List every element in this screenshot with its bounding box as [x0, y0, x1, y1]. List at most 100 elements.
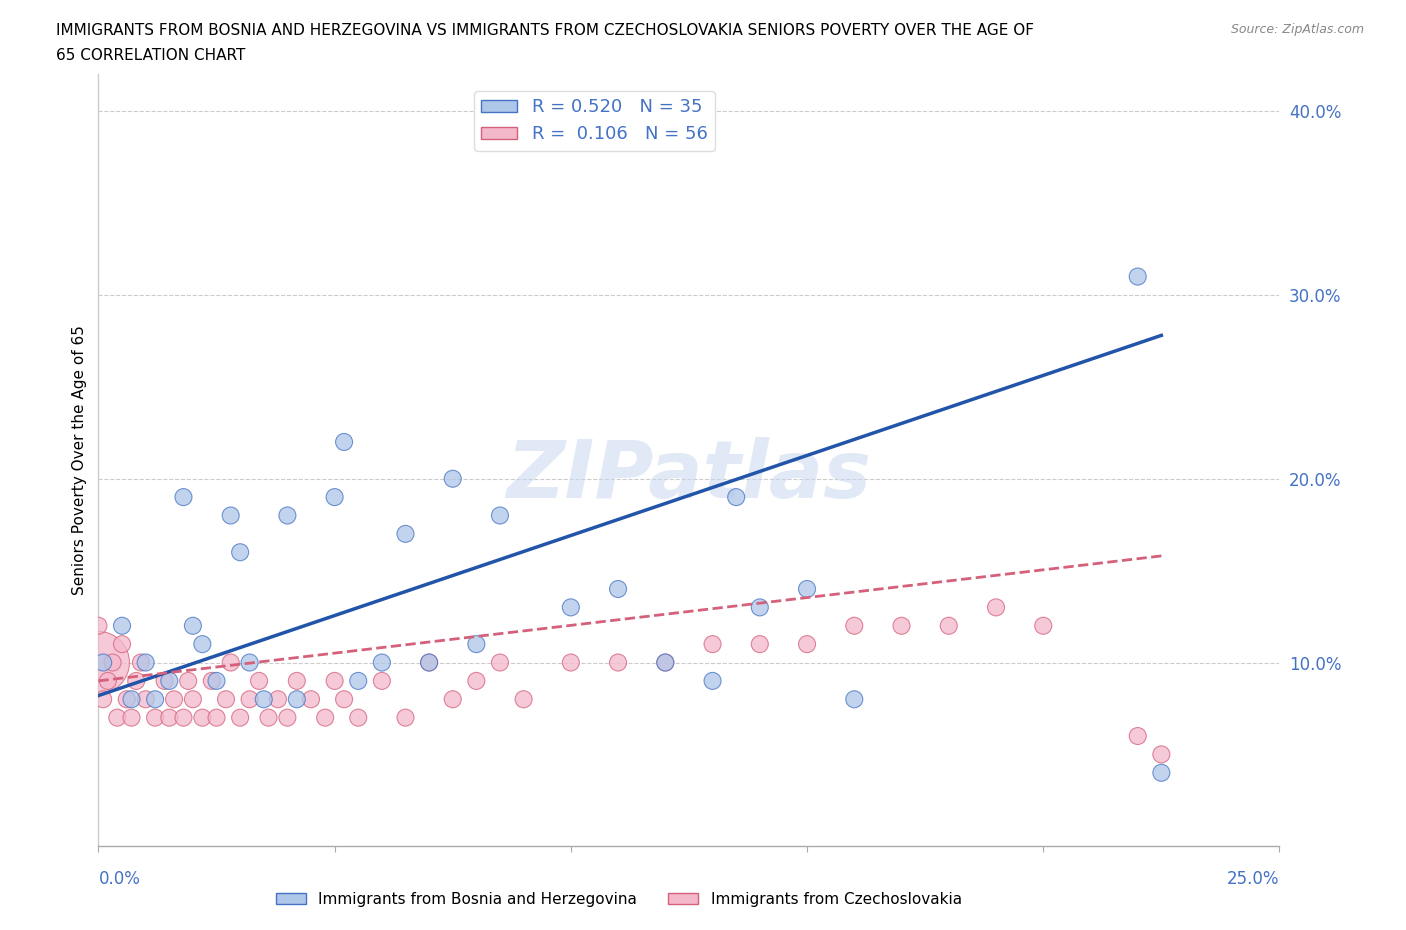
Legend: R = 0.520   N = 35, R =  0.106   N = 56: R = 0.520 N = 35, R = 0.106 N = 56 — [474, 91, 714, 151]
Point — [191, 711, 214, 725]
Point — [101, 655, 124, 670]
Point — [135, 655, 157, 670]
Point — [181, 618, 204, 633]
Point — [1150, 765, 1173, 780]
Point — [725, 490, 748, 505]
Point — [314, 711, 336, 725]
Point — [323, 490, 346, 505]
Point — [201, 673, 224, 688]
Point — [219, 508, 242, 523]
Point — [371, 655, 394, 670]
Point — [105, 711, 128, 725]
Point — [702, 673, 724, 688]
Point — [143, 711, 166, 725]
Text: ZIPatlas: ZIPatlas — [506, 437, 872, 515]
Point — [323, 673, 346, 688]
Y-axis label: Seniors Poverty Over the Age of 65: Seniors Poverty Over the Age of 65 — [72, 326, 87, 595]
Point — [163, 692, 186, 707]
Point — [1126, 728, 1149, 743]
Point — [91, 655, 114, 670]
Point — [938, 618, 960, 633]
Text: Source: ZipAtlas.com: Source: ZipAtlas.com — [1230, 23, 1364, 36]
Point — [276, 508, 298, 523]
Point — [394, 711, 416, 725]
Point — [253, 692, 276, 707]
Point — [91, 692, 114, 707]
Point — [205, 711, 228, 725]
Point — [418, 655, 440, 670]
Point — [285, 673, 308, 688]
Point — [239, 692, 262, 707]
Point — [191, 637, 214, 652]
Point — [97, 673, 120, 688]
Point — [333, 434, 356, 449]
Point — [157, 673, 180, 688]
Point — [347, 711, 370, 725]
Point — [512, 692, 534, 707]
Point — [489, 655, 512, 670]
Point — [560, 600, 582, 615]
Text: 0.0%: 0.0% — [98, 870, 141, 888]
Point — [129, 655, 152, 670]
Point — [229, 711, 252, 725]
Point — [299, 692, 322, 707]
Point — [111, 618, 134, 633]
Point — [87, 655, 110, 670]
Point — [219, 655, 242, 670]
Point — [890, 618, 912, 633]
Legend: Immigrants from Bosnia and Herzegovina, Immigrants from Czechoslovakia: Immigrants from Bosnia and Herzegovina, … — [270, 886, 967, 913]
Point — [796, 581, 818, 596]
Point — [748, 600, 770, 615]
Point — [1126, 269, 1149, 284]
Point — [333, 692, 356, 707]
Point — [87, 618, 110, 633]
Point — [111, 637, 134, 652]
Point — [229, 545, 252, 560]
Point — [607, 581, 630, 596]
Point — [465, 673, 488, 688]
Point — [441, 472, 464, 486]
Point — [247, 673, 270, 688]
Point — [257, 711, 280, 725]
Text: 25.0%: 25.0% — [1227, 870, 1279, 888]
Point — [984, 600, 1007, 615]
Point — [844, 618, 866, 633]
Point — [1150, 747, 1173, 762]
Point — [347, 673, 370, 688]
Point — [702, 637, 724, 652]
Point — [143, 692, 166, 707]
Point — [153, 673, 176, 688]
Point — [607, 655, 630, 670]
Point — [215, 692, 238, 707]
Point — [418, 655, 440, 670]
Text: 65 CORRELATION CHART: 65 CORRELATION CHART — [56, 48, 246, 63]
Point — [172, 711, 194, 725]
Point — [181, 692, 204, 707]
Point — [371, 673, 394, 688]
Point — [177, 673, 200, 688]
Point — [844, 692, 866, 707]
Point — [205, 673, 228, 688]
Point — [796, 637, 818, 652]
Point — [285, 692, 308, 707]
Point — [748, 637, 770, 652]
Point — [125, 673, 148, 688]
Point — [560, 655, 582, 670]
Point — [465, 637, 488, 652]
Point — [394, 526, 416, 541]
Point — [489, 508, 512, 523]
Point — [239, 655, 262, 670]
Point — [654, 655, 676, 670]
Point — [267, 692, 290, 707]
Point — [441, 692, 464, 707]
Point — [115, 692, 138, 707]
Point — [276, 711, 298, 725]
Point — [1032, 618, 1054, 633]
Point — [172, 490, 194, 505]
Point — [654, 655, 676, 670]
Point — [157, 711, 180, 725]
Point — [121, 692, 143, 707]
Text: IMMIGRANTS FROM BOSNIA AND HERZEGOVINA VS IMMIGRANTS FROM CZECHOSLOVAKIA SENIORS: IMMIGRANTS FROM BOSNIA AND HERZEGOVINA V… — [56, 23, 1035, 38]
Point — [135, 692, 157, 707]
Point — [121, 711, 143, 725]
